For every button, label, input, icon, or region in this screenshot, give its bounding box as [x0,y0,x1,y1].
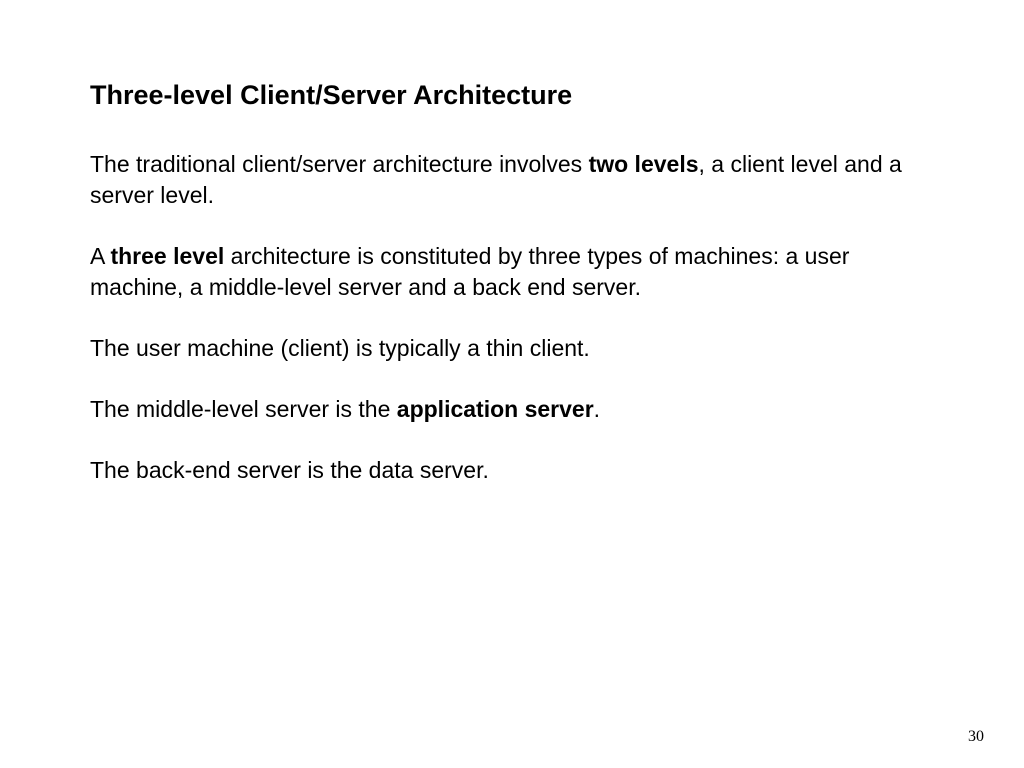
p5-text: The back-end server is the data server. [90,457,489,483]
p4-bold: application server [397,396,594,422]
p2-bold: three level [110,243,224,269]
p1-bold: two levels [589,151,699,177]
p3-text: The user machine (client) is typically a… [90,335,590,361]
p4-text-post: . [594,396,600,422]
page-number: 30 [968,728,984,746]
paragraph-1: The traditional client/server architectu… [90,149,934,211]
paragraph-5: The back-end server is the data server. [90,455,934,486]
p1-text-pre: The traditional client/server architectu… [90,151,589,177]
slide-body: The traditional client/server architectu… [90,149,934,486]
paragraph-4: The middle-level server is the applicati… [90,394,934,425]
slide-title: Three-level Client/Server Architecture [90,80,934,111]
p4-text-pre: The middle-level server is the [90,396,397,422]
paragraph-2: A three level architecture is constitute… [90,241,934,303]
p2-text-pre: A [90,243,110,269]
paragraph-3: The user machine (client) is typically a… [90,333,934,364]
slide-container: Three-level Client/Server Architecture T… [0,0,1024,768]
